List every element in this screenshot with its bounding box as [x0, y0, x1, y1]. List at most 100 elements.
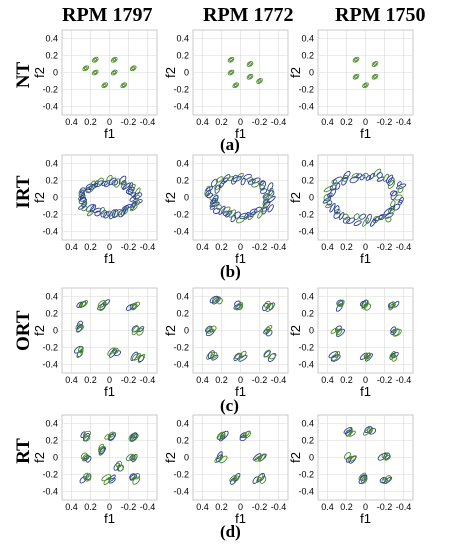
x-tick-label: 0.2	[340, 502, 353, 512]
y-tick-label: -0.2	[173, 210, 189, 220]
contour-line	[98, 443, 104, 450]
x-axis-label: f1	[360, 384, 371, 399]
contour-line	[387, 179, 396, 189]
contour-line	[268, 187, 274, 196]
contour-line	[358, 472, 367, 481]
contour-line	[110, 56, 118, 63]
y-tick-label: 0.4	[45, 34, 58, 44]
x-tick-label: 0.4	[196, 242, 209, 252]
contour-line	[330, 354, 339, 361]
contour-line	[251, 182, 260, 188]
contour-line	[210, 354, 214, 358]
contour-line	[262, 199, 269, 206]
contour-line	[217, 432, 226, 441]
y-tick-label: 0	[309, 326, 314, 336]
contour-line	[268, 190, 275, 197]
contour-line	[83, 477, 88, 481]
y-axis-label: f2	[163, 192, 178, 203]
y-tick-label: 0.2	[176, 436, 189, 446]
x-tick-label: -0.2	[252, 375, 268, 385]
x-tick-label: 0.4	[196, 117, 209, 127]
contour-line	[262, 193, 269, 199]
contour-line	[359, 213, 367, 220]
x-axis-label: f1	[104, 384, 115, 399]
contour-line	[362, 217, 369, 227]
contour-line	[78, 190, 85, 198]
contour-line	[229, 474, 237, 482]
contour-line	[384, 475, 392, 482]
y-tick-label: 0.2	[301, 436, 314, 446]
contour-line	[112, 209, 119, 219]
x-tick-label: 0	[238, 375, 243, 385]
y-tick-label: -0.2	[42, 210, 58, 220]
contour-line	[330, 327, 338, 334]
y-tick-label: -0.4	[298, 360, 314, 370]
contour-line	[323, 185, 334, 193]
y-tick-label: 0.4	[176, 34, 189, 44]
x-tick-label: -0.4	[140, 375, 156, 385]
y-tick-label: 0	[309, 193, 314, 203]
contour-line	[233, 477, 238, 481]
x-tick-label: 0.4	[321, 375, 334, 385]
y-tick-label: 0.2	[301, 309, 314, 319]
contour-line	[136, 354, 140, 358]
contour-line	[205, 325, 213, 333]
contour-line	[394, 194, 403, 201]
contour-line	[343, 170, 351, 180]
contour-line	[392, 328, 396, 333]
x-tick-label: -0.4	[140, 242, 156, 252]
x-axis-label: f1	[360, 511, 371, 526]
contour-line	[120, 82, 128, 89]
contour-line	[94, 210, 101, 217]
contour-line	[230, 214, 237, 223]
contour-line	[372, 215, 380, 224]
x-tick-label: -0.2	[121, 502, 137, 512]
contour-line	[370, 218, 377, 227]
contour-line	[125, 186, 135, 194]
contour-line	[348, 430, 356, 437]
contour-line	[100, 209, 108, 218]
contour-line	[232, 82, 240, 89]
y-tick-label: 0	[184, 68, 189, 78]
x-axis-label: f1	[235, 384, 246, 399]
contour-line	[334, 205, 340, 213]
y-tick-label: -0.4	[42, 102, 58, 112]
y-tick-label: -0.4	[173, 487, 189, 497]
contour-line	[359, 174, 366, 181]
contour-line	[364, 303, 372, 311]
subfigure-label-d: (d)	[220, 522, 241, 541]
contour-line	[254, 455, 263, 462]
y-tick-label: -0.2	[298, 85, 314, 95]
contour-line	[108, 209, 116, 220]
x-tick-label: -0.2	[377, 242, 393, 252]
contour-line	[91, 69, 99, 76]
contour-line	[121, 83, 126, 87]
contour-line	[259, 453, 267, 461]
y-tick-label: 0	[184, 326, 189, 336]
x-tick-label: -0.2	[377, 502, 393, 512]
contour-line	[136, 328, 140, 333]
y-tick-label: 0.2	[301, 51, 314, 61]
contour-line	[362, 82, 369, 89]
contour-line	[120, 180, 127, 186]
y-axis-label: f2	[288, 67, 303, 78]
y-tick-label: -0.4	[298, 487, 314, 497]
y-tick-label: 0	[53, 193, 58, 203]
contour-line	[229, 70, 233, 75]
contour-line	[219, 434, 224, 438]
y-tick-label: -0.2	[298, 343, 314, 353]
contour-line	[76, 323, 83, 333]
contour-line	[83, 430, 91, 438]
contour-line	[352, 73, 360, 80]
x-tick-label: 0	[363, 117, 368, 127]
contour-line	[227, 69, 235, 76]
x-tick-label: -0.4	[396, 375, 412, 385]
contour-line	[132, 352, 141, 361]
x-tick-label: -0.2	[252, 502, 268, 512]
x-tick-label: -0.4	[271, 117, 287, 127]
